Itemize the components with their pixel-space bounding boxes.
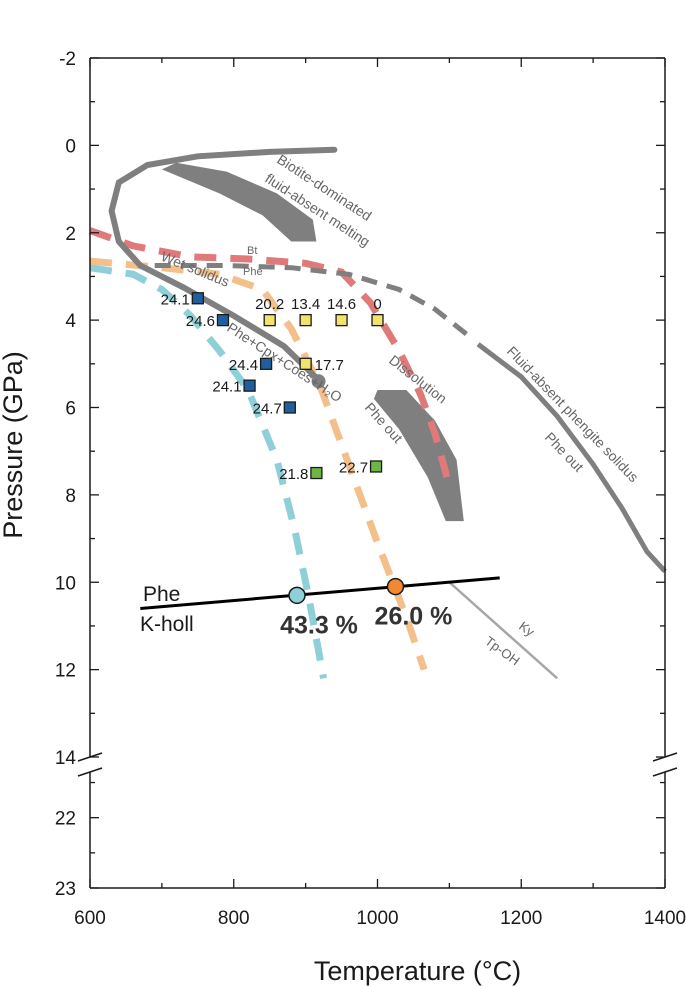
orange-dashed-curve	[89, 257, 428, 671]
point-label-1-1: 13.4	[291, 296, 320, 313]
annotation-ky: Ky	[516, 618, 537, 639]
pct-label-orange: 26.0 %	[375, 603, 453, 631]
x-tick-label: 600	[74, 908, 106, 929]
y-axis-title: Pressure (GPa)	[0, 351, 28, 539]
data-point-0-3	[243, 379, 256, 392]
kholl-label: K-holl	[140, 613, 194, 636]
chart-bands	[161, 162, 464, 522]
y-tick-label: 8	[65, 486, 76, 507]
red-dashed-curve	[88, 227, 453, 492]
x-axis-title: Temperature (°C)	[314, 956, 521, 986]
axis-ticks: 600 800 1000 1200 1400 -2 0 2 4 6 8 10 12 14 22 23	[55, 49, 686, 929]
data-point-1-0	[263, 313, 276, 327]
y-tick-label-lower: 22	[55, 809, 76, 830]
phe-label: Phe	[143, 583, 180, 606]
x-tick-label: 1000	[356, 908, 398, 929]
data-point-0-1	[216, 313, 230, 327]
annotation-tp-oh: Tp-OH	[482, 633, 522, 668]
y-tick-label: 2	[65, 224, 76, 245]
point-label-0-1: 24.6	[186, 313, 215, 330]
x-tick-label: 800	[218, 908, 250, 929]
data-point-0-0	[191, 292, 204, 305]
point-label-2-1: 22.7	[339, 459, 368, 476]
point-label-1-2: 14.6	[327, 296, 356, 313]
data-point-1-2	[335, 313, 348, 327]
data-point-1-4	[299, 357, 312, 370]
point-label-1-4: 17.7	[315, 357, 344, 374]
chart-marks	[140, 292, 500, 610]
y-tick-label: 4	[65, 311, 76, 332]
axis-break-mark	[652, 767, 678, 777]
y-tick-label: 14	[55, 748, 77, 769]
y-tick-label-lower: 23	[55, 879, 76, 900]
data-point-2-1	[369, 460, 383, 473]
annotation-phe-small: Phe	[243, 266, 263, 278]
fluid-absent-solid-curve	[476, 342, 667, 573]
wet-solidus-end-dot	[311, 374, 326, 389]
wet-solidus-curve	[108, 146, 338, 385]
point-label-2-0: 21.8	[279, 466, 308, 483]
data-point-0-2	[259, 357, 273, 370]
data-point-2-0	[310, 466, 323, 480]
chart-curves	[88, 146, 667, 680]
point-label-0-3: 24.1	[212, 379, 241, 396]
annotation-bt: Bt	[247, 245, 257, 257]
y-tick-label: -2	[59, 49, 76, 70]
phe-kholl-boundary	[140, 576, 500, 610]
y-tick-label: 10	[55, 573, 76, 594]
y-tick-label: 0	[65, 136, 76, 157]
y-tick-label: 6	[65, 399, 76, 420]
axis-break-mark	[77, 767, 103, 777]
fluid-absent-dashed-curve	[154, 263, 473, 340]
annotation-phe-out-right: Phe out	[542, 429, 587, 475]
cyan-dashed-curve	[89, 264, 328, 680]
point-label-0-4: 24.7	[253, 401, 282, 418]
data-point-0-4	[283, 401, 296, 414]
boundary-marker-0	[288, 586, 306, 605]
ky-tp-oh-boundary	[448, 581, 559, 680]
point-label-1-0: 20.2	[255, 296, 284, 313]
x-tick-label: 1400	[644, 908, 686, 929]
chart-texts: Temperature (°C) Pressure (GPa) 43.3 % 26.0…	[0, 151, 642, 986]
data-point-1-3	[371, 313, 384, 327]
boundary-marker-1	[386, 577, 405, 596]
plot-frame	[77, 57, 678, 889]
data-point-1-1	[299, 313, 312, 327]
point-label-0-0: 24.1	[161, 291, 190, 308]
biotite-melting-band	[161, 162, 317, 242]
y-tick-label: 12	[55, 661, 76, 682]
dissolution-band	[373, 390, 464, 522]
x-tick-label: 1200	[500, 908, 542, 929]
pct-label-blue: 43.3 %	[280, 611, 358, 639]
point-label-0-2: 24.4	[229, 357, 258, 374]
point-label-1-3: 0	[373, 296, 381, 313]
